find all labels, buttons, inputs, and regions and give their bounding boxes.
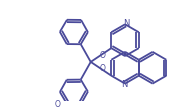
Text: O: O (55, 100, 61, 108)
Text: N: N (121, 80, 127, 89)
Text: O: O (100, 51, 106, 60)
Text: O: O (100, 64, 106, 73)
Text: N: N (123, 19, 129, 28)
